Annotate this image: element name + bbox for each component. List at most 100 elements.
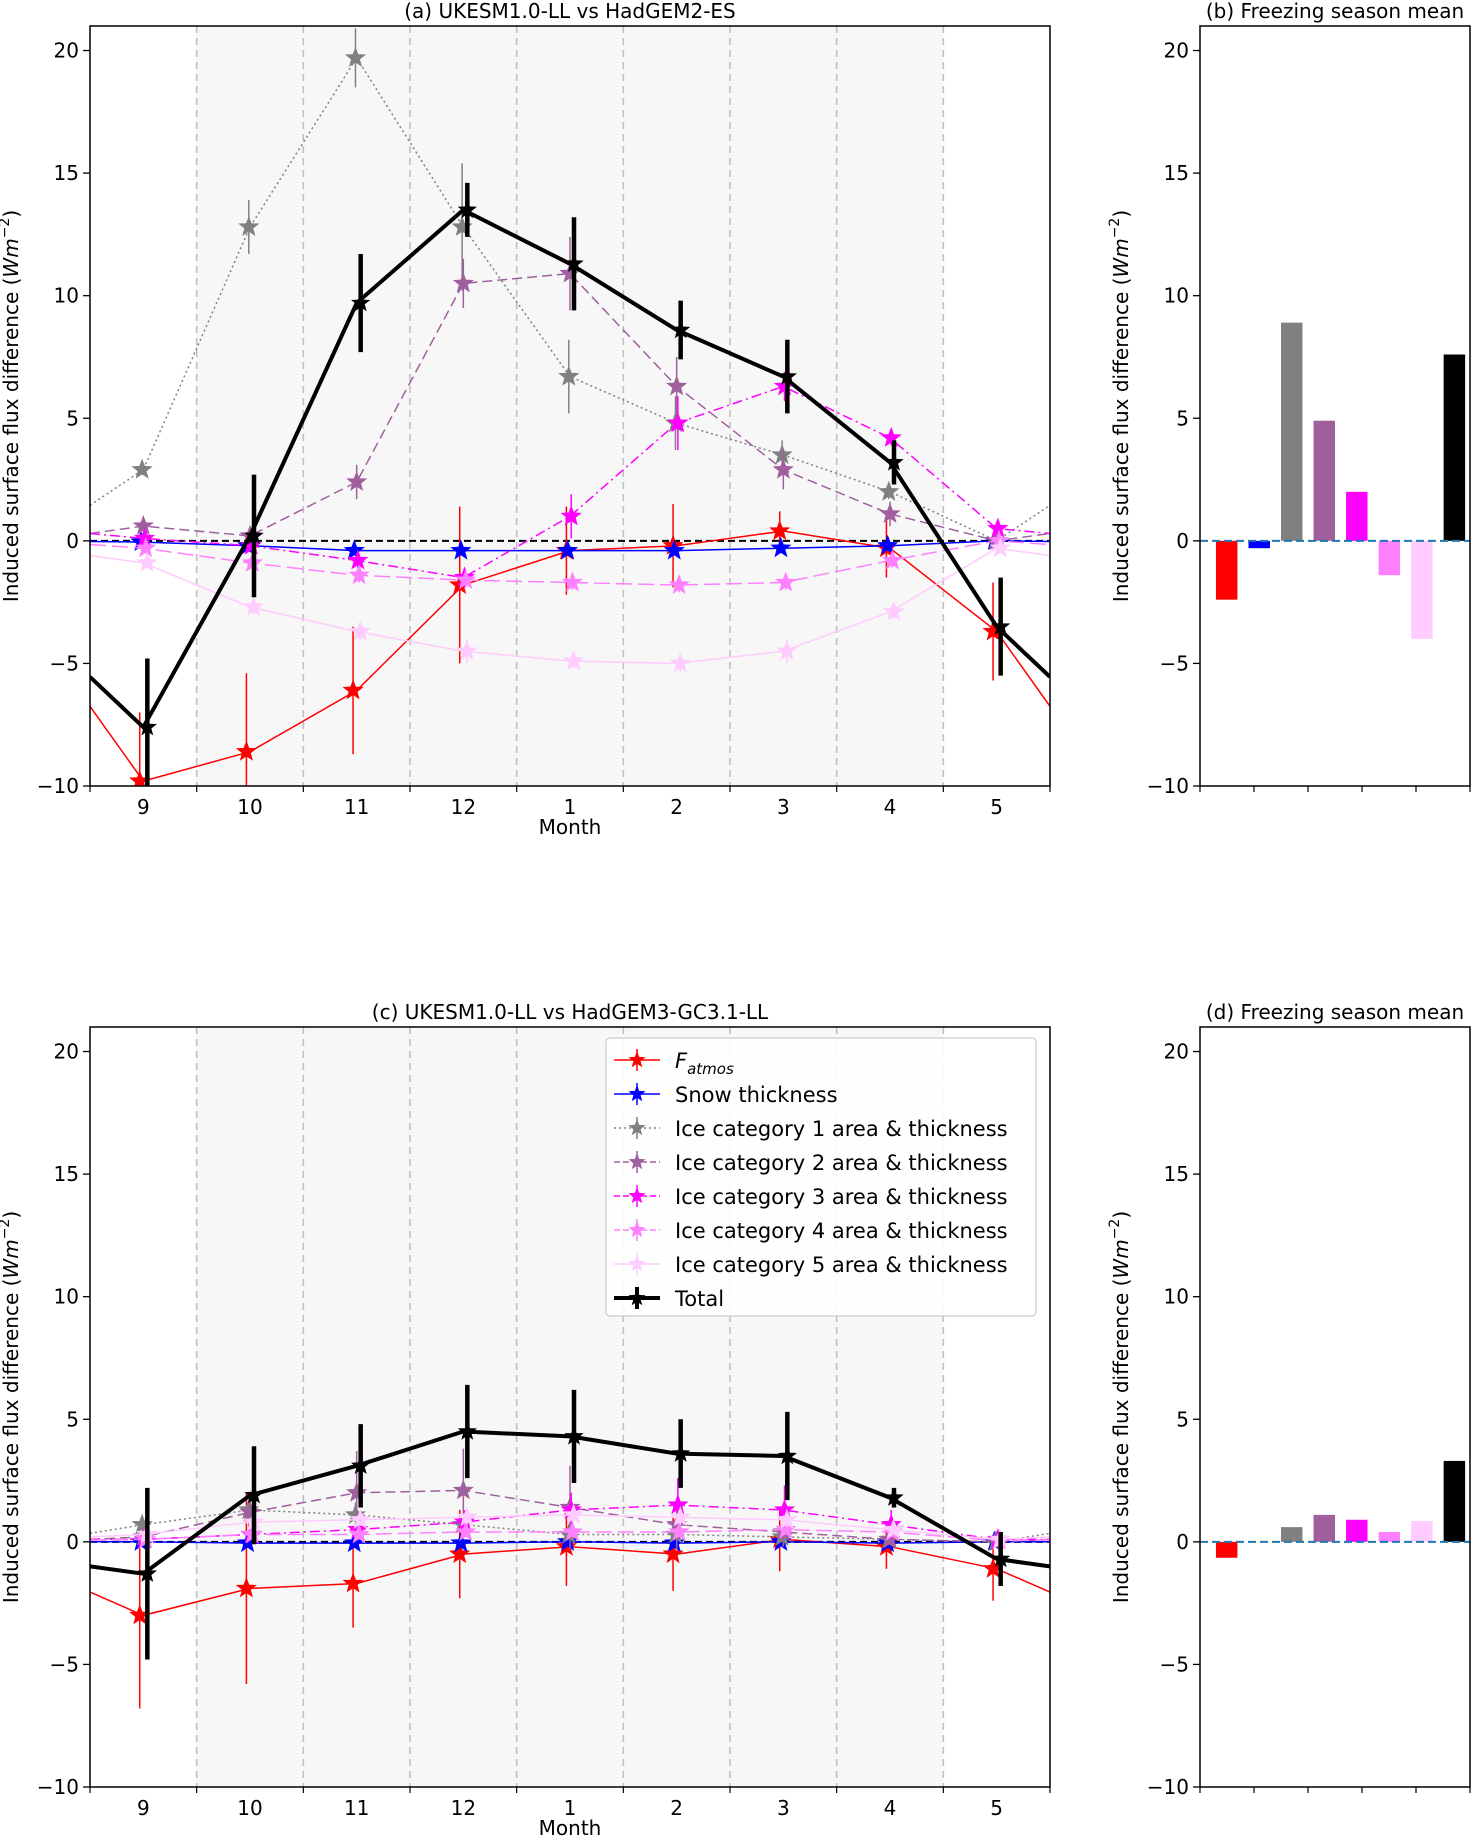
legend-star-marker: [628, 1221, 646, 1238]
data-point-star: [777, 366, 797, 385]
y-tick-label: −10: [1147, 774, 1189, 798]
data-point-star: [137, 717, 157, 736]
y-tick-label: 0: [66, 529, 79, 553]
y-tick-label: 15: [1164, 161, 1189, 185]
data-point-star: [667, 1493, 689, 1515]
data-point-star: [457, 199, 477, 219]
y-tick-label: 20: [54, 1040, 79, 1064]
legend-star-marker: [628, 1153, 646, 1170]
legend-box: [605, 1037, 1037, 1317]
series-total: [90, 1384, 1050, 1660]
bar: [1378, 1532, 1401, 1542]
y-axis-label-exponent: −2: [1107, 218, 1123, 239]
panel-b: −10 −5 0 5 10 15 20 Induced surface flux differ…: [1107, 0, 1471, 798]
data-point-star: [244, 525, 264, 545]
data-point-star: [561, 1520, 583, 1542]
legend-label-main: F: [675, 1049, 688, 1073]
legend-entry: Fatmos: [614, 1049, 734, 1078]
y-tick-label: 5: [1176, 406, 1189, 430]
y-tick-label: −10: [37, 774, 79, 798]
legend-label: Snow thickness: [675, 1083, 838, 1107]
data-point-star: [668, 1520, 690, 1542]
data-point-star: [456, 640, 478, 661]
series-ice-category-4-area-thickness: [90, 529, 1050, 595]
bar: [1248, 540, 1270, 549]
y-axis-label-main: Induced surface flux difference (: [0, 278, 23, 603]
x-tick-label: 4: [884, 1796, 897, 1820]
y-tick-label: 5: [66, 1407, 79, 1431]
series-line: [90, 385, 1050, 579]
data-point-star: [238, 215, 260, 237]
data-point-star: [349, 620, 371, 641]
x-tick-label: 5: [990, 795, 1003, 819]
data-point-star: [348, 1523, 370, 1544]
axes-frame: [89, 1026, 1051, 1788]
data-point-star: [987, 517, 1009, 538]
data-point-star: [563, 649, 585, 671]
legend-label: Fatmos: [675, 1049, 734, 1078]
data-point-star: [343, 539, 365, 560]
data-point-star: [342, 1572, 364, 1593]
legend-entry: Ice category 1 area & thickness: [614, 1117, 1008, 1141]
bar: [1346, 1519, 1368, 1542]
panel-d: −10 −5 0 5 10 15 20 Induced surface flux differ…: [1107, 1000, 1471, 1799]
legend-star-marker: [628, 1255, 646, 1272]
y-tick-label: −5: [1160, 1652, 1189, 1676]
x-tick-label: 11: [344, 795, 369, 819]
y-tick-label: −5: [50, 651, 79, 675]
legend-label: Ice category 3 area & thickness: [675, 1185, 1008, 1209]
data-point-star: [769, 519, 791, 541]
data-point-star: [132, 514, 154, 536]
data-point-star: [773, 1498, 796, 1520]
x-tick-label: 2: [670, 1796, 683, 1820]
data-point-star: [776, 640, 798, 661]
data-point-star: [663, 1531, 685, 1553]
x-tick-label: 9: [137, 1796, 150, 1820]
x-tick-label: 10: [237, 1796, 262, 1820]
data-point-star: [455, 568, 477, 590]
bar: [1411, 1521, 1433, 1542]
data-point-star: [671, 1443, 691, 1462]
y-axis-label: Induced surface flux difference (Wm−2): [1107, 1211, 1133, 1603]
data-point-star: [561, 571, 583, 592]
legend-label: Ice category 5 area & thickness: [675, 1253, 1008, 1277]
bar: [1443, 354, 1466, 541]
x-tick-label: 11: [344, 1796, 369, 1820]
data-point-star: [455, 1520, 477, 1542]
data-point-star: [346, 470, 368, 492]
data-point-star: [347, 549, 369, 570]
data-point-star: [564, 1426, 584, 1445]
legend-star-marker: [628, 1187, 646, 1204]
y-axis-label-exponent: −2: [0, 218, 13, 239]
data-point-star: [456, 1506, 478, 1527]
data-point-star: [663, 539, 685, 560]
data-point-star: [243, 595, 265, 617]
y-tick-label: 10: [54, 284, 79, 308]
data-point-star: [668, 573, 690, 595]
y-axis-label-unit: Wm: [1109, 238, 1133, 277]
data-point-star: [775, 1518, 797, 1539]
data-point-star: [346, 1481, 368, 1502]
y-tick-label: 15: [54, 1162, 79, 1186]
y-axis-label-main: Induced surface flux difference (: [0, 1279, 23, 1604]
data-point-star: [557, 539, 579, 560]
series-line: [90, 1509, 1050, 1543]
data-point-star: [776, 1508, 798, 1529]
axes-frame: [89, 25, 1051, 787]
y-axis-label-close: ): [1109, 1211, 1133, 1219]
legend-entry: Ice category 4 area & thickness: [614, 1219, 1008, 1243]
series-ice-category-5-area-thickness: [90, 537, 1050, 674]
data-point-star: [450, 1531, 472, 1553]
plot-area: [90, 1384, 1050, 1709]
y-axis-label-close: ): [0, 210, 23, 218]
y-axis-label: Induced surface flux difference (Wm−2): [0, 1211, 23, 1603]
legend-label: Ice category 1 area & thickness: [675, 1117, 1008, 1141]
y-axis-label: Induced surface flux difference (Wm−2): [1107, 210, 1133, 602]
data-point-star: [348, 564, 370, 585]
bar: [1281, 322, 1303, 541]
data-point-star: [131, 458, 153, 479]
y-tick-label: 0: [1176, 529, 1189, 553]
x-axis-label: Month: [539, 1816, 602, 1837]
x-tick-label: 4: [884, 795, 897, 819]
data-point-star: [349, 1508, 371, 1529]
